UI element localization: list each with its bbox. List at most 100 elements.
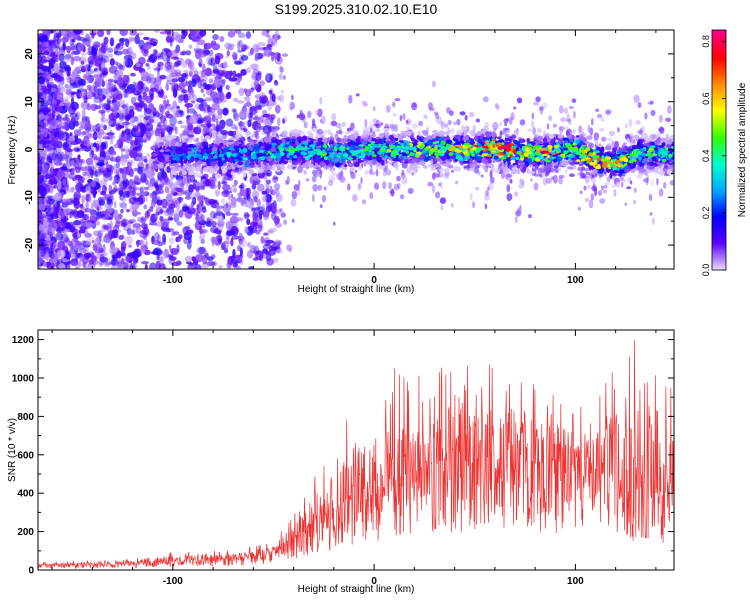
spectrogram-halo-blob [89,150,95,159]
spectrogram-noise-blob [115,44,124,50]
spectrogram-halo-blob [542,177,548,186]
spectrogram-noise-blob [96,122,105,128]
spectrogram-halo-blob [188,204,194,209]
spectrogram-halo-blob [558,174,565,179]
spectrogram-noise-blob [240,69,247,76]
spectrogram-halo-blob [50,231,55,237]
spectrogram-noise-blob [42,30,50,35]
spectrogram-halo-blob [509,179,513,184]
spectrogram-halo-blob [87,167,93,172]
spectrogram-halo-blob [113,184,118,194]
spectrogram-marks [38,30,674,269]
spectrogram-noise-blob [104,232,112,240]
spectrogram-noise-blob [108,53,113,58]
spectrogram-noise-blob [128,244,133,248]
spectrogram-halo-blob [230,194,234,198]
spectrogram-halo-blob [601,185,604,191]
spectrogram-halo-blob [637,102,642,109]
spectrogram-noise-blob [59,191,65,197]
spectrogram-halo-blob [185,81,189,87]
spectrogram-noise-blob [65,86,72,96]
spectrogram-halo-blob [588,172,592,179]
spectrogram-halo-blob [620,181,624,188]
spectrogram-noise-blob [243,96,251,101]
spectrogram-noise-blob [193,47,202,52]
spectrogram-noise-blob [149,176,156,183]
spectrogram-halo-blob [123,110,130,116]
spectrogram-noise-blob [50,74,60,78]
spectrogram-halo-blob [265,98,269,107]
spectrogram-halo-blob [454,180,459,185]
spectrogram-halo-blob [213,199,218,203]
spectrogram-halo-blob [399,114,403,122]
spectrogram-halo-blob [605,110,611,116]
spectrogram-noise-blob [187,262,196,269]
spectrogram-halo-blob [89,261,92,267]
spectrogram-halo-blob [233,54,238,62]
spectrogram-halo-blob [645,177,649,186]
spectrogram-halo-blob [579,190,583,195]
spectrogram-noise-blob [130,230,134,234]
spectrogram-noise-blob [129,72,136,77]
spectrogram-halo-blob [126,140,133,144]
spectrogram-noise-blob [109,37,115,47]
spectrogram-halo-blob [233,187,237,193]
spectrogram-noise-blob [225,220,234,231]
spectrogram-halo-blob [278,65,283,70]
spectrogram-halo-blob [85,236,91,243]
spectrogram-noise-blob [138,39,145,50]
spectrogram-noise-blob [270,211,276,221]
spectrogram-halo-blob [233,112,240,122]
spectrogram-noise-blob [251,183,257,190]
spectrogram-noise-blob [62,43,66,51]
spectrogram-halo-blob [659,114,663,123]
spectrogram-noise-blob [225,211,232,216]
spectrogram-halo-blob [211,261,218,267]
spectrogram-halo-blob [91,240,95,244]
spectrogram-halo-blob [111,195,115,202]
spectrogram-band-blob [604,182,611,185]
spectrogram-halo-blob [439,197,446,205]
spectrogram-noise-blob [273,81,279,86]
spectrogram-noise-blob [267,204,273,212]
spectrogram-halo-blob [41,120,45,130]
spectrogram-halo-blob [48,203,52,211]
spectrogram-halo-blob [119,77,124,86]
spectrogram-noise-blob [73,243,81,252]
spectrogram-halo-blob [559,126,563,135]
spectrogram-halo-blob [229,187,233,194]
spectrogram-halo-blob [330,120,337,127]
spectrogram-noise-blob [65,252,71,260]
spectrogram-noise-blob [78,248,87,254]
spectrogram-halo-blob [649,100,654,105]
spectrogram-halo-blob [99,198,104,201]
spectrogram-halo-blob [146,171,153,178]
spectrogram-halo-blob [303,170,307,175]
spectrogram-noise-blob [128,179,134,189]
spectrogram-noise-blob [225,84,230,90]
spectrogram-halo-blob [198,234,204,241]
spectrogram-noise-blob [166,165,171,173]
spectrogram-halo-blob [130,96,136,105]
spectrogram-noise-blob [268,227,278,232]
spectrogram-noise-blob [55,174,61,184]
spectrogram-halo-blob [313,170,320,178]
spectrogram-noise-blob [153,196,161,200]
spectrogram-halo-blob [357,183,362,190]
spectrogram-halo-blob [42,73,50,78]
spectrogram-noise-blob [218,63,222,72]
spectrogram-halo-blob [195,186,200,193]
spectrogram-halo-blob [577,206,582,211]
spectrogram-halo-blob [159,175,163,183]
spectrogram-noise-blob [86,103,91,111]
spectrogram-noise-blob [143,158,148,163]
spectrogram-halo-blob [78,125,84,131]
spectrogram-halo-blob [243,88,247,93]
spectrogram-halo-blob [109,156,114,162]
spectrogram-noise-blob [183,70,189,74]
spectrogram-halo-blob [319,119,323,124]
spectrogram-halo-blob [319,96,323,105]
spectrogram-halo-blob [558,105,564,114]
spectrogram-halo-blob [241,107,246,112]
spectrogram-halo-blob [255,45,259,52]
